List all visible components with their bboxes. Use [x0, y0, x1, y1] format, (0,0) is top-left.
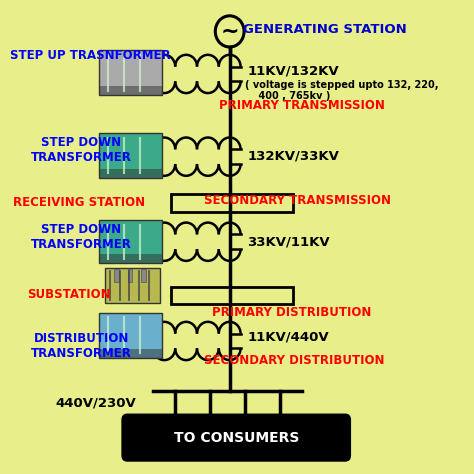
Text: 11KV/132KV: 11KV/132KV: [247, 64, 339, 77]
Bar: [106, 268, 160, 303]
Bar: [114, 270, 118, 282]
Bar: [99, 255, 162, 263]
Bar: [171, 287, 293, 304]
Bar: [171, 194, 293, 212]
Text: SECONDARY TRANSMISSION: SECONDARY TRANSMISSION: [203, 194, 391, 207]
Bar: [128, 270, 132, 282]
Text: PRIMARY TRANSMISSION: PRIMARY TRANSMISSION: [219, 99, 385, 112]
Text: 440V/230V: 440V/230V: [55, 397, 136, 410]
Text: 11KV/440V: 11KV/440V: [247, 331, 329, 344]
Text: SECONDARY DISTRIBUTION: SECONDARY DISTRIBUTION: [203, 355, 384, 367]
Text: 33KV/11KV: 33KV/11KV: [247, 235, 330, 248]
Bar: [99, 169, 162, 178]
FancyBboxPatch shape: [122, 414, 350, 461]
Text: 132KV/33KV: 132KV/33KV: [247, 149, 339, 162]
Bar: [99, 133, 162, 178]
Bar: [99, 86, 162, 95]
Bar: [99, 313, 162, 357]
Bar: [99, 220, 162, 263]
Text: TO CONSUMERS: TO CONSUMERS: [173, 430, 299, 445]
Text: RECEIVING STATION: RECEIVING STATION: [13, 196, 146, 210]
Text: PRIMARY DISTRIBUTION: PRIMARY DISTRIBUTION: [212, 306, 372, 319]
Bar: [141, 270, 146, 282]
Text: DISTRIBUTION
TRANSFORMER: DISTRIBUTION TRANSFORMER: [31, 332, 132, 360]
Text: ~: ~: [220, 21, 239, 41]
Text: SUBSTATION: SUBSTATION: [27, 288, 110, 301]
Bar: [99, 50, 162, 95]
Bar: [99, 348, 162, 357]
Text: STEP DOWN
TRANSFORMER: STEP DOWN TRANSFORMER: [31, 136, 132, 164]
Text: ( voltage is stepped upto 132, 220,
    400 , 765kv ): ( voltage is stepped upto 132, 220, 400 …: [245, 80, 438, 101]
Text: STEP DOWN
TRANSFORMER: STEP DOWN TRANSFORMER: [31, 223, 132, 251]
Text: STEP UP TRASNFORMER: STEP UP TRASNFORMER: [10, 48, 171, 62]
Text: GENERATING STATION: GENERATING STATION: [243, 23, 407, 36]
